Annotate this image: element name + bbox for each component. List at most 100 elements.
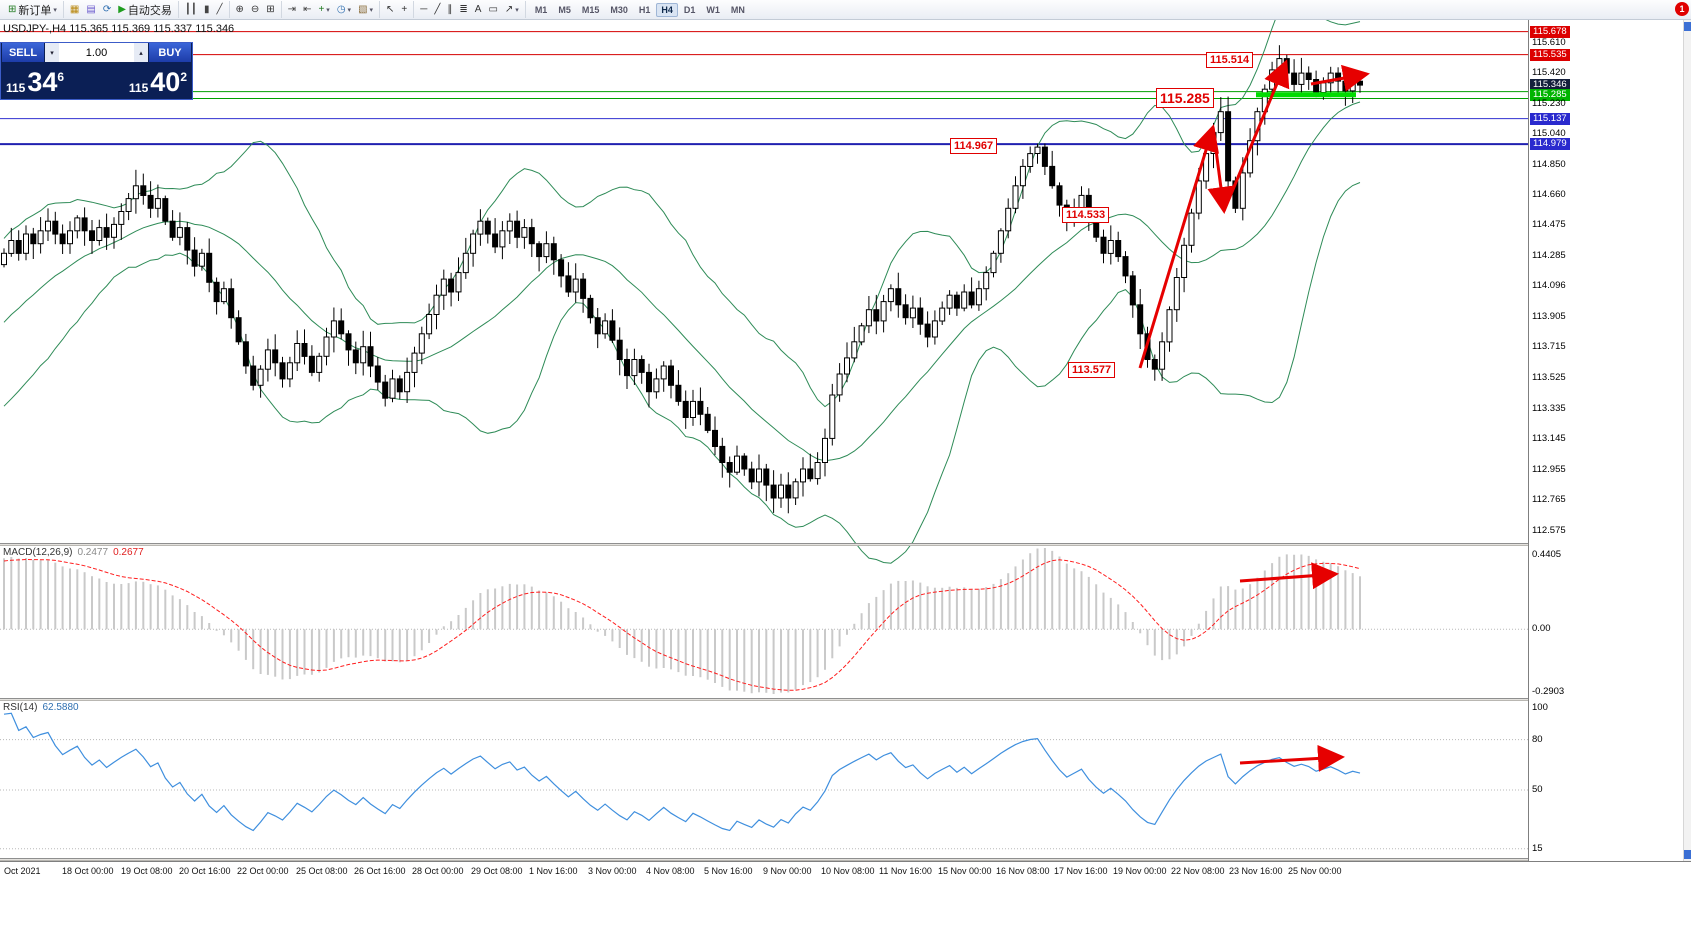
auto-scroll-button[interactable]: ⇥ xyxy=(286,2,298,18)
scrollbar-thumb-top[interactable] xyxy=(1684,22,1691,31)
price-callout-label[interactable]: 114.533 xyxy=(1062,207,1110,223)
new-order-button[interactable]: ⊞ 新订单 ▾ xyxy=(6,2,59,18)
label-button[interactable]: ▭ xyxy=(486,2,499,18)
timeframe-mn[interactable]: MN xyxy=(730,4,745,15)
timeframe-d1[interactable]: D1 xyxy=(683,4,696,15)
timeframe-m15[interactable]: M15 xyxy=(581,4,600,15)
caret-down-icon: ▾ xyxy=(326,6,330,14)
toolbar-group: ⊞ 新订单 ▾ xyxy=(2,1,64,18)
one-click-trading-panel: SELL ▾ 1.00 ▴ BUY 115 34 6 115 40 2 xyxy=(0,42,193,100)
panel-separator[interactable] xyxy=(0,543,1691,546)
price-axis-label: 115.610 xyxy=(1532,37,1566,48)
crosshair-button[interactable]: + xyxy=(399,2,409,18)
price-callout-label[interactable]: 115.514 xyxy=(1206,52,1254,68)
panel-separator[interactable] xyxy=(0,698,1691,701)
time-axis-label: 1 Nov 16:00 xyxy=(529,866,578,876)
cursor-icon: ↖ xyxy=(386,3,395,15)
time-axis-label: 20 Oct 16:00 xyxy=(179,866,231,876)
volume-decrease-button[interactable]: ▾ xyxy=(45,43,59,62)
refresh-button[interactable]: ⟳ xyxy=(101,2,113,18)
panel-separator[interactable] xyxy=(0,858,1691,861)
charts-window-button[interactable]: ▦ xyxy=(68,2,81,18)
price-axis-label: 113.335 xyxy=(1532,403,1566,414)
charts-window-icon: ▦ xyxy=(69,3,80,15)
time-axis-label: 16 Nov 08:00 xyxy=(996,866,1050,876)
price-callout-label[interactable]: 114.967 xyxy=(950,138,998,154)
price-axis-label: 113.145 xyxy=(1532,433,1566,444)
trendline-icon: ╱ xyxy=(434,3,441,15)
price-axis-label: 112.955 xyxy=(1532,464,1566,475)
timeframe-h4[interactable]: H4 xyxy=(656,2,678,17)
time-axis-label: 25 Nov 00:00 xyxy=(1288,866,1342,876)
price-callout-label[interactable]: 113.577 xyxy=(1068,362,1116,378)
zoom-in-button[interactable]: ⊕ xyxy=(234,2,246,18)
candlestick-chart-icon: ▮ xyxy=(203,3,210,15)
time-axis-label: 17 Nov 16:00 xyxy=(1054,866,1108,876)
indicators-button[interactable]: + ▾ xyxy=(316,2,331,18)
crosshair-icon: + xyxy=(401,3,408,15)
templates-button[interactable]: ▧ ▾ xyxy=(356,2,375,18)
time-axis-label: 19 Oct 08:00 xyxy=(121,866,173,876)
line-chart-button[interactable]: ╱ xyxy=(214,2,224,18)
hline-button[interactable]: ─ xyxy=(418,2,429,18)
toolbar-group: ↖ + xyxy=(380,1,415,18)
scrollbar-thumb-bottom[interactable] xyxy=(1684,850,1691,859)
price-axis-label: 113.715 xyxy=(1532,341,1566,352)
fibonacci-icon: ≣ xyxy=(459,3,468,15)
periods-button[interactable]: ◷ ▾ xyxy=(335,2,353,18)
caret-down-icon: ▾ xyxy=(369,6,374,14)
channel-icon: ∥ xyxy=(447,3,453,15)
arrows-button[interactable]: ↗ ▾ xyxy=(503,2,521,18)
auto-trading-button-label: 自动交易 xyxy=(127,4,172,17)
timeframe-m30[interactable]: M30 xyxy=(610,4,628,15)
auto-scroll-icon: ⇥ xyxy=(287,3,297,15)
price-axis[interactable]: 115.678 115.610 115.535 115.420 115.346 115.2… xyxy=(1528,20,1684,861)
ask-prefix: 115 xyxy=(128,81,149,95)
tile-windows-button[interactable]: ⊞ xyxy=(264,2,276,18)
timeframe-h1[interactable]: H1 xyxy=(638,4,651,15)
profiles-button[interactable]: ▤ xyxy=(84,2,97,18)
rsi-indicator-label: RSI(14) 62.5880 xyxy=(3,702,79,713)
macd-indicator-label: MACD(12,26,9) 0.2477 0.2677 xyxy=(3,547,144,558)
price-axis-label: 114.979 xyxy=(1530,138,1570,150)
price-axis-label: 112.765 xyxy=(1532,494,1566,505)
bar-chart-button[interactable]: ┃┃ xyxy=(183,2,199,18)
caret-down-icon: ▾ xyxy=(53,6,57,14)
channel-button[interactable]: ∥ xyxy=(445,2,454,18)
timeframe-w1[interactable]: W1 xyxy=(706,4,720,15)
new-order-button-label: 新订单 xyxy=(18,4,52,17)
text-button[interactable]: A xyxy=(473,2,484,18)
time-axis-label: 26 Oct 16:00 xyxy=(354,866,406,876)
cursor-button[interactable]: ↖ xyxy=(384,2,396,18)
auto-trading-button[interactable]: ▶ 自动交易 xyxy=(116,2,174,18)
price-callout-label[interactable]: 115.285 xyxy=(1156,88,1214,108)
macd-axis-label: 0.00 xyxy=(1532,623,1551,634)
chart-canvas[interactable] xyxy=(0,0,1528,861)
rsi-axis-label: 100 xyxy=(1532,702,1548,713)
arrows-icon: ↗ xyxy=(504,3,514,15)
buy-button[interactable]: BUY xyxy=(148,43,192,62)
timeframe-m1[interactable]: M1 xyxy=(534,4,548,15)
notification-badge[interactable]: 1 xyxy=(1675,2,1689,16)
rsi-title: RSI(14) xyxy=(3,702,38,713)
time-axis-label: 18 Oct 00:00 xyxy=(62,866,114,876)
bid-pip-digit: 6 xyxy=(57,70,65,84)
candlestick-chart-button[interactable]: ▮ xyxy=(202,2,212,18)
chart-shift-button[interactable]: ⇤ xyxy=(301,2,313,18)
volume-increase-button[interactable]: ▴ xyxy=(134,43,148,62)
timeframe-m5[interactable]: M5 xyxy=(558,4,571,15)
fibonacci-button[interactable]: ≣ xyxy=(457,2,469,18)
price-axis-label: 114.475 xyxy=(1532,219,1566,230)
price-axis-label: 115.535 xyxy=(1530,49,1570,61)
volume-input[interactable]: 1.00 xyxy=(59,43,134,62)
periods-icon: ◷ xyxy=(336,3,346,15)
sell-button[interactable]: SELL xyxy=(1,43,45,62)
hline-icon: ─ xyxy=(420,3,428,15)
toolbar-group: ⇥ ⇤ + ▾ ◷ ▾ ▧ ▾ xyxy=(282,1,381,18)
price-axis-label: 114.096 xyxy=(1532,280,1566,291)
trendline-button[interactable]: ╱ xyxy=(432,2,442,18)
zoom-out-button[interactable]: ⊖ xyxy=(249,2,261,18)
vertical-scrollbar[interactable] xyxy=(1683,20,1691,861)
time-axis[interactable]: Oct 2021 18 Oct 00:00 19 Oct 08:00 20 Oct 1… xyxy=(0,861,1691,881)
